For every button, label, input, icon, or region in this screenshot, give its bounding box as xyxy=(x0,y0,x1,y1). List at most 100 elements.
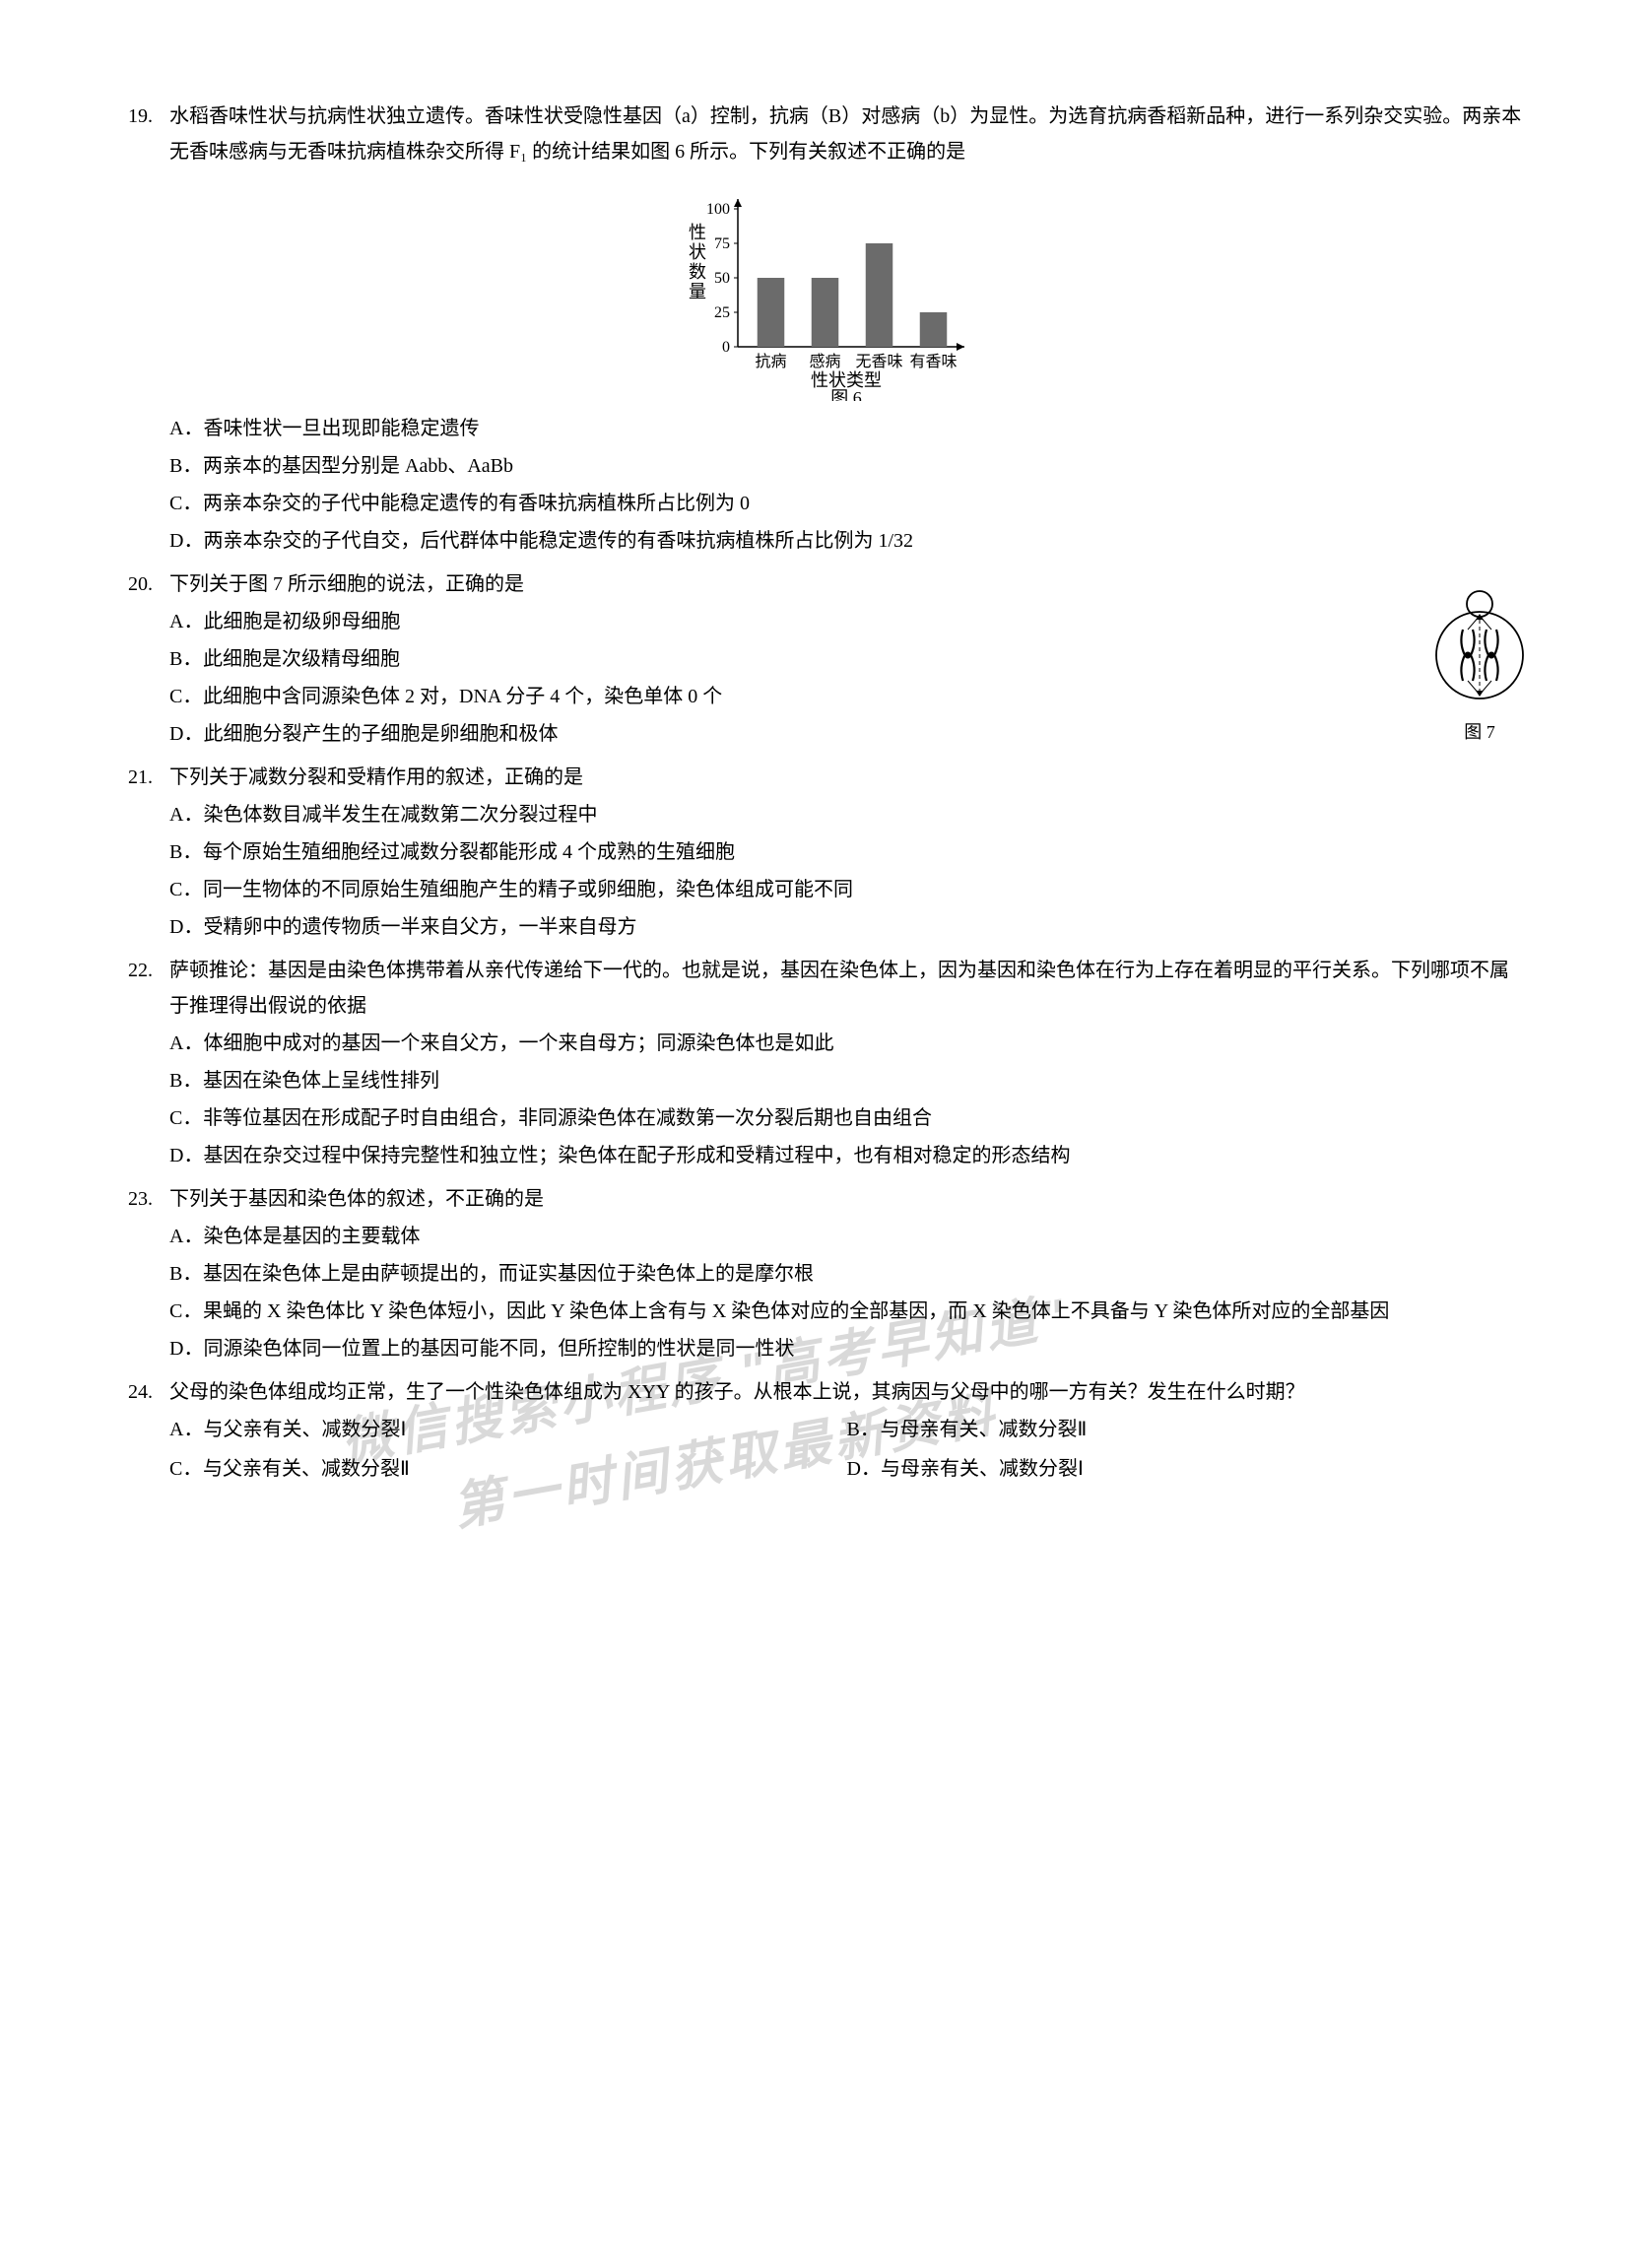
q20-number: 20. xyxy=(128,566,169,602)
question-23: 23. 下列关于基因和染色体的叙述，不正确的是 A．染色体是基因的主要载体 B．… xyxy=(128,1181,1524,1366)
option-text: 两亲本杂交的子代中能稳定遗传的有香味抗病植株所占比例为 0 xyxy=(203,486,1524,521)
option-label: D． xyxy=(169,1138,203,1173)
svg-text:性: 性 xyxy=(689,223,706,242)
option-label: A． xyxy=(169,604,203,639)
option-label: C． xyxy=(169,872,203,907)
q20-option-b: B．此细胞是次级精母细胞 xyxy=(169,641,1376,677)
option-label: C． xyxy=(169,1100,203,1136)
option-text: 每个原始生殖细胞经过减数分裂都能形成 4 个成熟的生殖细胞 xyxy=(203,834,1524,870)
svg-text:100: 100 xyxy=(706,201,730,218)
q24-option-d: D．与母亲有关、减数分裂Ⅰ xyxy=(847,1451,1525,1487)
svg-text:0: 0 xyxy=(722,339,730,356)
svg-text:状: 状 xyxy=(689,242,706,262)
q24-option-c: C．与父亲有关、减数分裂Ⅱ xyxy=(169,1451,847,1487)
q19-stem: 19. 水稻香味性状与抗病性状独立遗传。香味性状受隐性基因（a）控制，抗病（B）… xyxy=(128,99,1524,169)
svg-text:无香味: 无香味 xyxy=(855,353,902,370)
question-21: 微信搜索小程序 "高考早知道" 第一时间获取最新资料 21. 下列关于减数分裂和… xyxy=(128,760,1524,945)
q23-option-b: B．基因在染色体上是由萨顿提出的，而证实基因位于染色体上的是摩尔根 xyxy=(169,1256,1524,1292)
option-label: B． xyxy=(169,448,203,484)
option-text: 基因在染色体上是由萨顿提出的，而证实基因位于染色体上的是摩尔根 xyxy=(203,1256,1524,1292)
q22-option-c: C．非等位基因在形成配子时自由组合，非同源染色体在减数第一次分裂后期也自由组合 xyxy=(169,1100,1524,1136)
q22-option-d: D．基因在杂交过程中保持完整性和独立性；染色体在配子形成和受精过程中，也有相对稳… xyxy=(169,1138,1524,1173)
option-text: 此细胞是初级卵母细胞 xyxy=(203,604,1376,639)
figure-7-container: 图 7 xyxy=(1425,586,1534,748)
option-text: 基因在染色体上呈线性排列 xyxy=(203,1063,1524,1098)
svg-text:50: 50 xyxy=(714,270,730,287)
q23-option-c: C．果蝇的 X 染色体比 Y 染色体短小，因此 Y 染色体上含有与 X 染色体对… xyxy=(169,1294,1524,1329)
question-19: 19. 水稻香味性状与抗病性状独立遗传。香味性状受隐性基因（a）控制，抗病（B）… xyxy=(128,99,1524,559)
q23-stem: 23. 下列关于基因和染色体的叙述，不正确的是 xyxy=(128,1181,1524,1217)
option-text: 与父亲有关、减数分裂Ⅱ xyxy=(203,1451,847,1487)
q24-stem: 24. 父母的染色体组成均正常，生了一个性染色体组成为 XYY 的孩子。从根本上… xyxy=(128,1374,1524,1410)
q20-text: 下列关于图 7 所示细胞的说法，正确的是 xyxy=(169,566,1524,602)
svg-text:25: 25 xyxy=(714,304,730,321)
option-text: 染色体是基因的主要载体 xyxy=(203,1219,1524,1254)
q24-option-a: A．与父亲有关、减数分裂Ⅰ xyxy=(169,1412,847,1447)
option-label: D． xyxy=(169,909,203,945)
q22-text: 萨顿推论：基因是由染色体携带着从亲代传递给下一代的。也就是说，基因在染色体上，因… xyxy=(169,953,1524,1024)
figure-7-caption: 图 7 xyxy=(1425,716,1534,748)
q21-option-d: D．受精卵中的遗传物质一半来自父方，一半来自母方 xyxy=(169,909,1524,945)
svg-text:有香味: 有香味 xyxy=(909,353,957,370)
q19-option-c: C．两亲本杂交的子代中能稳定遗传的有香味抗病植株所占比例为 0 xyxy=(169,486,1524,521)
svg-text:感病: 感病 xyxy=(809,353,840,370)
option-text: 此细胞是次级精母细胞 xyxy=(203,641,1376,677)
q24-option-b: B．与母亲有关、减数分裂Ⅱ xyxy=(847,1412,1525,1447)
q24-text: 父母的染色体组成均正常，生了一个性染色体组成为 XYY 的孩子。从根本上说，其病… xyxy=(169,1374,1524,1410)
page-content: 19. 水稻香味性状与抗病性状独立遗传。香味性状受隐性基因（a）控制，抗病（B）… xyxy=(128,99,1524,1489)
question-22: 22. 萨顿推论：基因是由染色体携带着从亲代传递给下一代的。也就是说，基因在染色… xyxy=(128,953,1524,1173)
figure-7-cell xyxy=(1425,586,1534,704)
svg-text:图 6: 图 6 xyxy=(830,388,862,401)
q19-option-d: D．两亲本杂交的子代自交，后代群体中能稳定遗传的有香味抗病植株所占比例为 1/3… xyxy=(169,523,1524,559)
svg-text:性状类型: 性状类型 xyxy=(811,370,882,390)
option-label: A． xyxy=(169,1026,203,1061)
q22-options: A．体细胞中成对的基因一个来自父方，一个来自母方；同源染色体也是如此 B．基因在… xyxy=(128,1026,1524,1173)
q20-options: A．此细胞是初级卵母细胞 B．此细胞是次级精母细胞 C．此细胞中含同源染色体 2… xyxy=(128,604,1524,752)
option-label: B． xyxy=(169,1256,203,1292)
svg-text:量: 量 xyxy=(689,282,706,301)
question-20: 20. 下列关于图 7 所示细胞的说法，正确的是 图 7 A．此细胞是初级卵母细 xyxy=(128,566,1524,752)
q20-option-c: C．此细胞中含同源染色体 2 对，DNA 分子 4 个，染色单体 0 个 xyxy=(169,679,1376,714)
figure-6-container: 0255075100性状数量抗病感病无香味有香味性状类型图 6 xyxy=(128,179,1524,401)
option-label: C． xyxy=(169,486,203,521)
option-label: B． xyxy=(847,1412,881,1447)
q19-option-b: B．两亲本的基因型分别是 Aabb、AaBb xyxy=(169,448,1524,484)
option-label: A． xyxy=(169,411,203,446)
q21-option-b: B．每个原始生殖细胞经过减数分裂都能形成 4 个成熟的生殖细胞 xyxy=(169,834,1524,870)
option-text: 与父亲有关、减数分裂Ⅰ xyxy=(203,1412,846,1447)
q20-stem: 20. 下列关于图 7 所示细胞的说法，正确的是 xyxy=(128,566,1524,602)
q20-option-a: A．此细胞是初级卵母细胞 xyxy=(169,604,1376,639)
option-text: 受精卵中的遗传物质一半来自父方，一半来自母方 xyxy=(203,909,1524,945)
option-text: 与母亲有关、减数分裂Ⅱ xyxy=(881,1412,1525,1447)
option-text: 同一生物体的不同原始生殖细胞产生的精子或卵细胞，染色体组成可能不同 xyxy=(203,872,1524,907)
q22-option-b: B．基因在染色体上呈线性排列 xyxy=(169,1063,1524,1098)
option-text: 两亲本的基因型分别是 Aabb、AaBb xyxy=(203,448,1524,484)
option-text: 染色体数目减半发生在减数第二次分裂过程中 xyxy=(203,797,1524,832)
q24-number: 24. xyxy=(128,1374,169,1410)
svg-text:抗病: 抗病 xyxy=(755,353,786,370)
option-text: 基因在杂交过程中保持完整性和独立性；染色体在配子形成和受精过程中，也有相对稳定的… xyxy=(203,1138,1524,1173)
option-label: D． xyxy=(169,716,203,752)
q19-option-a: A．香味性状一旦出现即能稳定遗传 xyxy=(169,411,1524,446)
option-label: C． xyxy=(169,679,203,714)
q22-option-a: A．体细胞中成对的基因一个来自父方，一个来自母方；同源染色体也是如此 xyxy=(169,1026,1524,1061)
q21-number: 21. xyxy=(128,760,169,795)
option-text: 此细胞中含同源染色体 2 对，DNA 分子 4 个，染色单体 0 个 xyxy=(203,679,1376,714)
option-label: A． xyxy=(169,1412,203,1447)
option-text: 与母亲有关、减数分裂Ⅰ xyxy=(881,1451,1524,1487)
q19-number: 19. xyxy=(128,99,169,134)
option-text: 香味性状一旦出现即能稳定遗传 xyxy=(203,411,1524,446)
q23-option-a: A．染色体是基因的主要载体 xyxy=(169,1219,1524,1254)
option-label: A． xyxy=(169,797,203,832)
option-text: 同源染色体同一位置上的基因可能不同，但所控制的性状是同一性状 xyxy=(203,1331,1524,1366)
q21-stem: 21. 下列关于减数分裂和受精作用的叙述，正确的是 xyxy=(128,760,1524,795)
option-label: A． xyxy=(169,1219,203,1254)
q19-text: 水稻香味性状与抗病性状独立遗传。香味性状受隐性基因（a）控制，抗病（B）对感病（… xyxy=(169,99,1524,169)
option-label: D． xyxy=(169,523,203,559)
option-text: 两亲本杂交的子代自交，后代群体中能稳定遗传的有香味抗病植株所占比例为 1/32 xyxy=(203,523,1524,559)
q23-options: A．染色体是基因的主要载体 B．基因在染色体上是由萨顿提出的，而证实基因位于染色… xyxy=(128,1219,1524,1366)
question-24: 24. 父母的染色体组成均正常，生了一个性染色体组成为 XYY 的孩子。从根本上… xyxy=(128,1374,1524,1489)
option-label: D． xyxy=(847,1451,881,1487)
q19-options: A．香味性状一旦出现即能稳定遗传 B．两亲本的基因型分别是 Aabb、AaBb … xyxy=(128,411,1524,559)
q21-text: 下列关于减数分裂和受精作用的叙述，正确的是 xyxy=(169,760,1524,795)
